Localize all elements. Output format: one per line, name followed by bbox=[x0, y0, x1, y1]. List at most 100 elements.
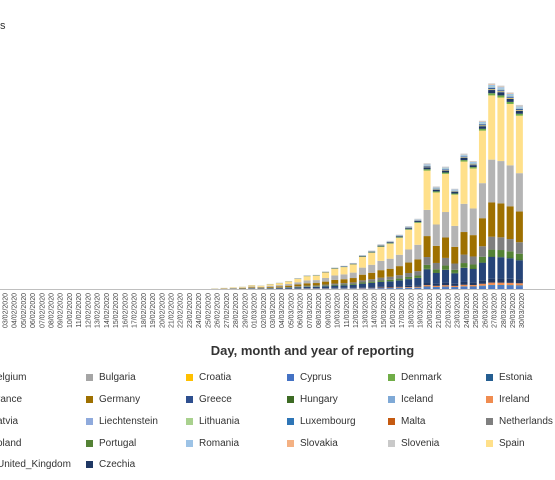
bar-segment bbox=[229, 287, 237, 288]
legend-swatch bbox=[186, 440, 193, 447]
legend-swatch bbox=[486, 440, 493, 447]
bar-segment bbox=[248, 286, 256, 288]
bar-segment bbox=[432, 269, 440, 273]
bar-segment bbox=[442, 172, 450, 174]
x-tick-label: 26/02/2020 bbox=[215, 293, 222, 328]
bar-segment bbox=[488, 83, 496, 85]
bar-segment bbox=[442, 269, 450, 283]
legend-swatch bbox=[186, 396, 193, 403]
bar-segment bbox=[340, 267, 348, 275]
bar-segment bbox=[414, 271, 422, 276]
x-tick-label: 11/02/2020 bbox=[76, 293, 83, 328]
bar-segment bbox=[368, 282, 376, 287]
bar-segment bbox=[322, 272, 330, 278]
bar-stack bbox=[386, 240, 394, 289]
x-tick-label: 13/02/2020 bbox=[95, 293, 102, 328]
bar-segment bbox=[469, 235, 477, 257]
bar-segment bbox=[257, 286, 265, 288]
bar-segment bbox=[423, 286, 431, 288]
legend-item: Slovenia bbox=[388, 438, 439, 449]
x-tick-label: 23/03/2020 bbox=[455, 293, 462, 328]
bar-segment bbox=[423, 264, 431, 269]
bar-segment bbox=[340, 283, 348, 285]
bar-segment bbox=[405, 229, 413, 230]
bar-segment bbox=[515, 286, 523, 289]
legend-label: rance bbox=[0, 394, 23, 405]
bar-segment bbox=[515, 211, 523, 243]
bar-segment bbox=[432, 187, 440, 189]
x-tick-label: 03/02/2020 bbox=[2, 293, 9, 328]
legend-swatch bbox=[86, 396, 93, 403]
legend-label: atvia bbox=[0, 416, 19, 427]
legend-label: oland bbox=[0, 438, 22, 449]
bar-segment bbox=[405, 229, 413, 250]
bar-segment bbox=[405, 276, 413, 279]
bar-segment bbox=[488, 256, 496, 257]
x-tick-label: 16/02/2020 bbox=[122, 293, 129, 328]
bar-segment bbox=[405, 285, 413, 288]
bar-segment bbox=[469, 268, 477, 269]
bar-segment bbox=[460, 286, 468, 287]
legend-item: Hungary bbox=[287, 394, 338, 405]
bar-segment bbox=[432, 192, 440, 225]
bar-segment bbox=[377, 260, 385, 271]
bar-segment bbox=[506, 165, 514, 207]
x-tick-label: 29/03/2020 bbox=[510, 293, 517, 328]
x-tick-label: 15/02/2020 bbox=[113, 293, 120, 328]
bar-segment bbox=[460, 161, 468, 204]
bar-segment bbox=[358, 267, 366, 275]
bar-segment bbox=[386, 268, 394, 277]
bar-segment bbox=[478, 120, 486, 122]
bar-stack bbox=[238, 286, 246, 289]
bar-segment bbox=[469, 287, 477, 289]
bar-stack bbox=[497, 85, 505, 289]
x-tick-label: 25/03/2020 bbox=[473, 293, 480, 328]
bar-segment bbox=[395, 254, 403, 267]
bar-segment bbox=[377, 246, 385, 261]
bar-segment bbox=[349, 278, 357, 283]
bar-segment bbox=[488, 159, 496, 203]
legend-item: Cyprus bbox=[287, 372, 332, 383]
bar-segment bbox=[377, 286, 385, 288]
bar-segment bbox=[395, 288, 403, 289]
bar-segment bbox=[451, 191, 459, 194]
bar-segment bbox=[460, 286, 468, 289]
bar-segment bbox=[432, 189, 440, 192]
legend-swatch bbox=[388, 418, 395, 425]
bar-stack bbox=[248, 285, 256, 289]
bar-segment bbox=[331, 275, 339, 280]
x-tick-label: 24/03/2020 bbox=[464, 293, 471, 328]
legend-swatch bbox=[186, 418, 193, 425]
bar-segment bbox=[294, 282, 302, 285]
bar-segment bbox=[432, 262, 440, 270]
x-tick-label: 14/03/2020 bbox=[372, 293, 379, 328]
bar-segment bbox=[303, 280, 311, 284]
legend-item: Netherlands bbox=[486, 416, 553, 427]
bar-segment bbox=[414, 259, 422, 272]
bar-segment bbox=[423, 164, 431, 166]
bar-segment bbox=[515, 173, 523, 212]
bar-segment bbox=[497, 257, 505, 279]
bar-segment bbox=[340, 279, 348, 284]
bar-segment bbox=[478, 286, 486, 289]
bar-segment bbox=[469, 264, 477, 269]
x-tick-label: 18/02/2020 bbox=[141, 293, 148, 328]
bar-segment bbox=[358, 288, 366, 289]
x-tick-label: 19/02/2020 bbox=[150, 293, 157, 328]
bar-segment bbox=[442, 282, 450, 286]
legend: elgium Bulgaria Croatia Cyprus Denmark Estoni… bbox=[0, 368, 555, 478]
legend-item: Lithuania bbox=[186, 416, 240, 427]
bar-segment bbox=[405, 249, 413, 263]
bar-segment bbox=[515, 253, 523, 260]
bar-segment bbox=[442, 166, 450, 168]
bar-segment bbox=[506, 283, 514, 286]
bar-segment bbox=[478, 262, 486, 263]
bar-segment bbox=[386, 281, 394, 287]
bar-segment bbox=[423, 257, 431, 265]
bar-segment bbox=[405, 273, 413, 277]
bar-segment bbox=[469, 167, 477, 169]
bar-stack bbox=[432, 186, 440, 289]
bar-segment bbox=[331, 268, 339, 276]
legend-label: Slovenia bbox=[401, 438, 440, 449]
legend-item: Romania bbox=[186, 438, 239, 449]
